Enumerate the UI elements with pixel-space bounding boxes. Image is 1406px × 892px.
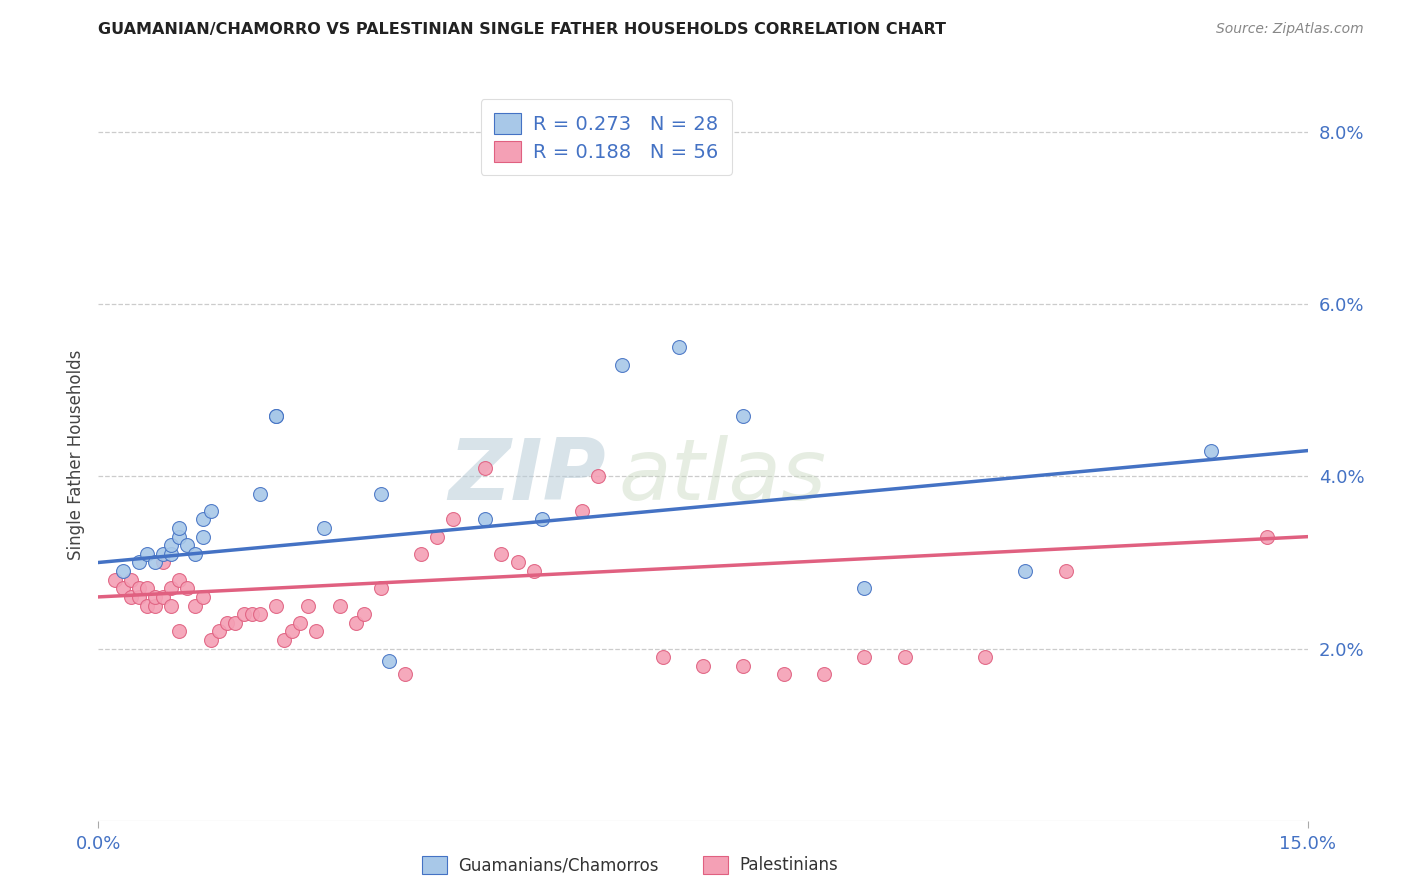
Point bbox=[426, 530, 449, 544]
Point bbox=[305, 624, 328, 639]
Point bbox=[135, 547, 157, 561]
Point bbox=[314, 521, 336, 535]
Point bbox=[733, 658, 755, 673]
Point bbox=[772, 667, 794, 681]
Point bbox=[474, 512, 496, 526]
Point bbox=[506, 556, 529, 570]
Point bbox=[523, 564, 546, 578]
Point bbox=[152, 556, 174, 570]
Point bbox=[692, 658, 714, 673]
Point bbox=[264, 409, 287, 424]
Text: Guamanians/Chamorros: Guamanians/Chamorros bbox=[458, 856, 659, 874]
Point bbox=[370, 582, 392, 596]
Point bbox=[474, 460, 496, 475]
Point bbox=[200, 632, 222, 647]
Point bbox=[143, 590, 166, 604]
Point bbox=[441, 512, 464, 526]
Point bbox=[651, 650, 673, 665]
Point bbox=[249, 486, 271, 500]
Point bbox=[167, 521, 190, 535]
Point bbox=[329, 599, 352, 613]
Point bbox=[111, 582, 134, 596]
Point bbox=[176, 582, 198, 596]
Text: atlas: atlas bbox=[619, 435, 827, 518]
Point bbox=[893, 650, 915, 665]
Point bbox=[160, 547, 183, 561]
Point bbox=[281, 624, 304, 639]
Text: ZIP: ZIP bbox=[449, 435, 606, 518]
Point bbox=[409, 547, 432, 561]
Point bbox=[813, 667, 835, 681]
Point bbox=[103, 573, 125, 587]
Point bbox=[974, 650, 997, 665]
Point bbox=[135, 599, 157, 613]
Point bbox=[668, 340, 690, 354]
Point bbox=[394, 667, 416, 681]
Point bbox=[571, 504, 593, 518]
Point bbox=[128, 556, 150, 570]
Point bbox=[853, 582, 876, 596]
Point bbox=[193, 512, 215, 526]
Point bbox=[273, 632, 295, 647]
Point bbox=[167, 530, 190, 544]
Point bbox=[1256, 530, 1278, 544]
Point bbox=[733, 409, 755, 424]
Point bbox=[264, 409, 287, 424]
Text: GUAMANIAN/CHAMORRO VS PALESTINIAN SINGLE FATHER HOUSEHOLDS CORRELATION CHART: GUAMANIAN/CHAMORRO VS PALESTINIAN SINGLE… bbox=[98, 22, 946, 37]
Point bbox=[128, 590, 150, 604]
Point bbox=[530, 512, 553, 526]
Point bbox=[240, 607, 263, 621]
Point bbox=[1199, 443, 1222, 458]
Point bbox=[353, 607, 375, 621]
Point bbox=[370, 486, 392, 500]
Point bbox=[193, 530, 215, 544]
Point bbox=[152, 547, 174, 561]
Point bbox=[1054, 564, 1077, 578]
Point bbox=[176, 538, 198, 552]
Point bbox=[184, 599, 207, 613]
Point bbox=[160, 582, 183, 596]
Text: Palestinians: Palestinians bbox=[740, 856, 838, 874]
Point bbox=[232, 607, 254, 621]
Point bbox=[249, 607, 271, 621]
Point bbox=[128, 582, 150, 596]
Point bbox=[208, 624, 231, 639]
Point bbox=[853, 650, 876, 665]
Point bbox=[160, 599, 183, 613]
Point bbox=[586, 469, 609, 483]
Point bbox=[152, 590, 174, 604]
Legend: R = 0.273   N = 28, R = 0.188   N = 56: R = 0.273 N = 28, R = 0.188 N = 56 bbox=[481, 99, 733, 176]
Point bbox=[377, 655, 399, 669]
Point bbox=[120, 573, 142, 587]
Point bbox=[217, 615, 239, 630]
Point bbox=[184, 547, 207, 561]
Text: Source: ZipAtlas.com: Source: ZipAtlas.com bbox=[1216, 22, 1364, 37]
Point bbox=[344, 615, 367, 630]
Point bbox=[120, 590, 142, 604]
Point bbox=[200, 504, 222, 518]
Point bbox=[167, 624, 190, 639]
Point bbox=[143, 556, 166, 570]
Point bbox=[612, 358, 634, 372]
Point bbox=[160, 538, 183, 552]
Point bbox=[111, 564, 134, 578]
Point bbox=[1014, 564, 1036, 578]
Point bbox=[297, 599, 319, 613]
Point bbox=[288, 615, 311, 630]
Point bbox=[135, 582, 157, 596]
Point bbox=[224, 615, 246, 630]
Point bbox=[193, 590, 215, 604]
Y-axis label: Single Father Households: Single Father Households bbox=[66, 350, 84, 560]
Point bbox=[264, 599, 287, 613]
Point bbox=[143, 599, 166, 613]
Point bbox=[167, 573, 190, 587]
Point bbox=[491, 547, 513, 561]
